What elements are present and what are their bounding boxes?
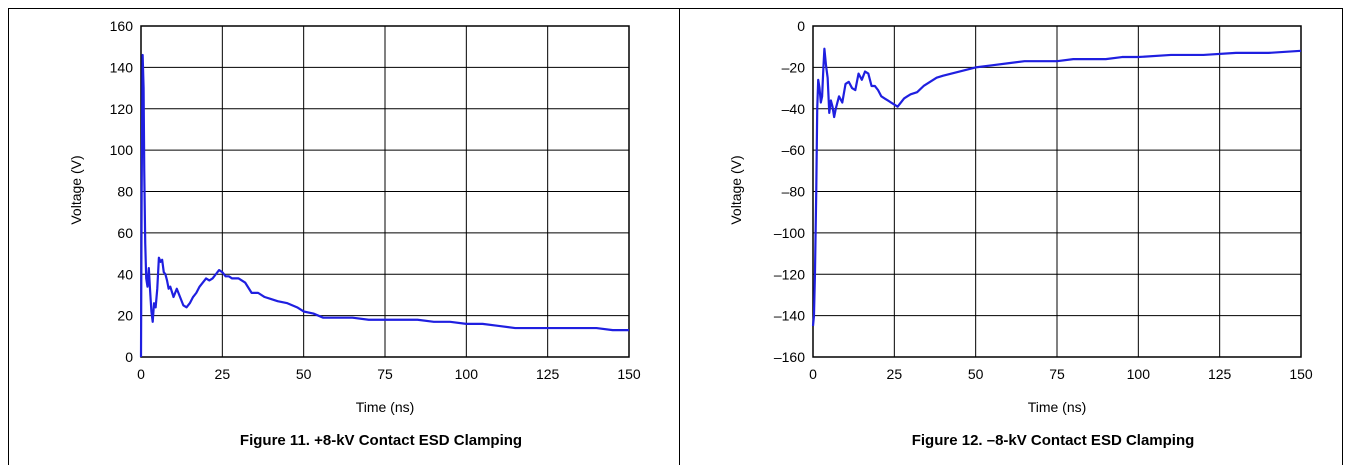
chart-1-xtick-label-2: 50 (296, 366, 312, 382)
chart-1-ytick-label-3: 60 (117, 225, 133, 241)
chart-1-series-line-0 (139, 53, 629, 358)
chart-1-xtick-label-3: 75 (377, 366, 393, 382)
chart-1-xtick-label-1: 25 (215, 366, 231, 382)
chart-1-ytick-label-1: 20 (117, 308, 133, 324)
chart-2-ytick-label-0: –160 (774, 349, 805, 365)
chart-2-ytick-label-5: –60 (782, 142, 806, 158)
chart-1-ytick-label-7: 140 (110, 59, 134, 75)
chart-1-ytick-label-6: 120 (110, 101, 134, 117)
chart-1-ytick-label-8: 160 (110, 18, 134, 34)
chart-1-ylabel: Voltage (V) (68, 155, 84, 224)
chart-2-caption: Figure 12. –8-kV Contact ESD Clamping (912, 432, 1195, 449)
chart-1-xlabel: Time (ns) (356, 399, 415, 415)
chart-2-xtick-label-1: 25 (887, 366, 903, 382)
chart-2-xtick-label-5: 125 (1208, 366, 1232, 382)
chart-2-ytick-label-8: 0 (797, 18, 805, 34)
chart-1-caption: Figure 11. +8-kV Contact ESD Clamping (240, 432, 522, 449)
chart-1-xtick-label-4: 100 (455, 366, 479, 382)
chart-2-ytick-label-3: –100 (774, 225, 805, 241)
chart-2-ytick-label-4: –80 (782, 184, 806, 200)
chart-2-xtick-label-2: 50 (968, 366, 984, 382)
chart-2-xtick-label-6: 150 (1289, 366, 1313, 382)
chart-1-ytick-label-2: 40 (117, 266, 133, 282)
chart-2-plot-frame (812, 25, 1302, 358)
chart-1-ytick-label-4: 80 (117, 184, 133, 200)
chart-2-ytick-label-7: –20 (782, 59, 806, 75)
chart-2-ytick-label-2: –120 (774, 266, 805, 282)
chart-2-ytick-label-1: –140 (774, 308, 805, 324)
chart-1-xtick-label-0: 0 (137, 366, 145, 382)
chart-2-xtick-label-3: 75 (1049, 366, 1065, 382)
chart-2-ytick-label-6: –40 (782, 101, 806, 117)
chart-2-series-line-0 (811, 47, 1302, 327)
chart-2-xtick-label-0: 0 (809, 366, 817, 382)
chart-1-xtick-label-6: 150 (617, 366, 641, 382)
chart-2-ylabel: Voltage (V) (728, 155, 744, 224)
chart-panel-figure-12 (679, 8, 1343, 465)
chart-2-xlabel: Time (ns) (1028, 399, 1087, 415)
chart-1-xtick-label-5: 125 (536, 366, 560, 382)
chart-1-ytick-label-5: 100 (110, 142, 134, 158)
chart-1-ytick-label-0: 0 (125, 349, 133, 365)
chart-2-xtick-label-4: 100 (1127, 366, 1151, 382)
chart-panel-figure-11 (8, 8, 679, 465)
